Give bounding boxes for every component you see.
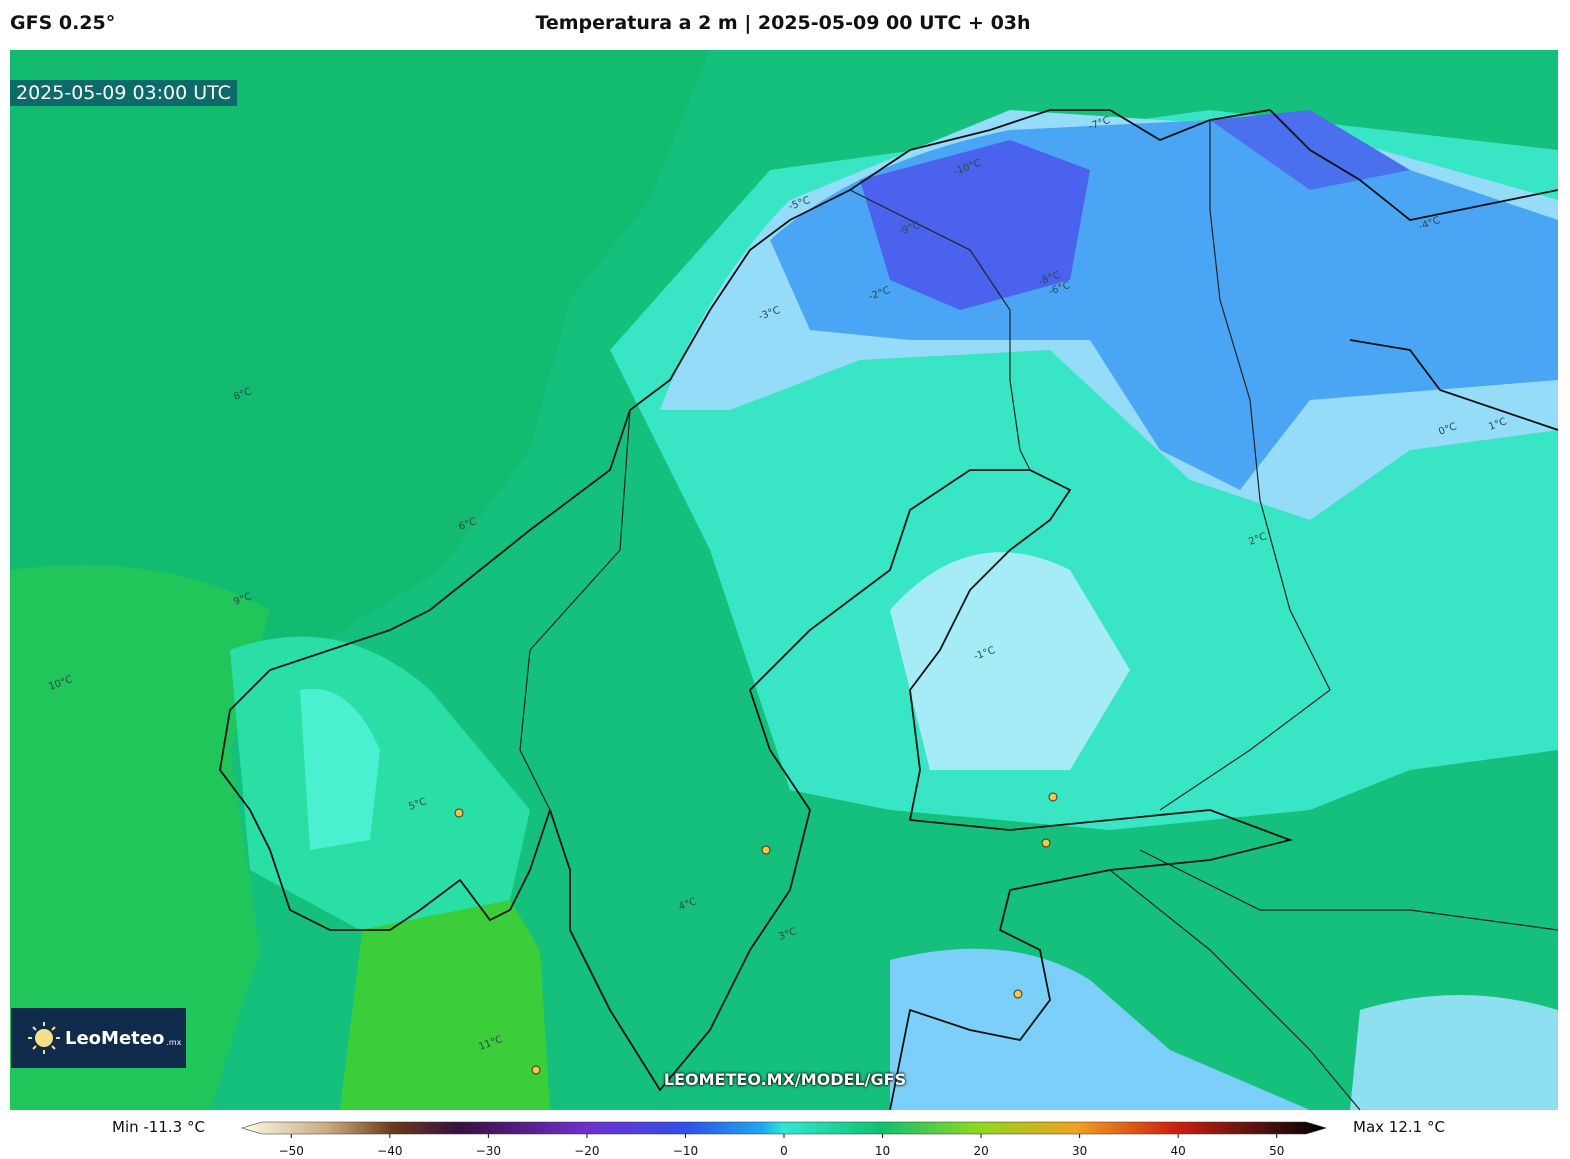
colorbar-bar — [240, 1121, 1328, 1135]
colorbar-tick-label: −30 — [476, 1144, 501, 1158]
colorbar-tick-label: 10 — [875, 1144, 890, 1158]
logo: LeoMeteo .mx — [11, 1008, 186, 1068]
field-peak — [300, 688, 380, 850]
colorbar-tick-label: −50 — [279, 1144, 304, 1158]
field-sea — [10, 50, 710, 750]
field-warm — [10, 565, 270, 1110]
colorbar-tick-label: −20 — [574, 1144, 599, 1158]
field-se-cool — [1350, 995, 1558, 1110]
min-label: Min -11.3 °C — [112, 1118, 205, 1136]
logo-suffix: .mx — [166, 1037, 182, 1047]
valid-time: 2025-05-09 03:00 UTC — [10, 80, 237, 106]
field-cold-lake — [890, 552, 1130, 770]
coastline — [219, 109, 1558, 1110]
colorbar-tick-label: 50 — [1269, 1144, 1284, 1158]
model-name: GFS 0.25° — [10, 12, 116, 34]
max-label: Max 12.1 °C — [1353, 1118, 1445, 1136]
colorbar-tick-label: 20 — [973, 1144, 988, 1158]
colorbar-tick-label: 0 — [780, 1144, 788, 1158]
colorbar-tick-label: −40 — [377, 1144, 402, 1158]
temperature-map: -10°C-9°C-8°C-7°C-6°C-5°C-4°C-3°C-2°C-1°… — [10, 50, 1558, 1110]
colorbar-tick-label: 40 — [1171, 1144, 1186, 1158]
colorbar: −50 −40 −30 −20 −10 0 10 20 30 40 50 — [240, 1121, 1328, 1158]
cities — [454, 792, 1058, 1075]
colorbar-tick-label: 30 — [1072, 1144, 1087, 1158]
watermark: LEOMETEO.MX/MODEL/GFS — [663, 1070, 907, 1089]
field-coldest — [860, 140, 1090, 310]
field-baltics-cold — [890, 948, 1310, 1110]
logo-name: LeoMeteo — [65, 1027, 165, 1049]
borders — [519, 120, 1558, 1110]
logo-sun — [28, 1022, 60, 1054]
colorbar-tick-label: −10 — [673, 1144, 698, 1158]
map-title: Temperatura a 2 m | 2025-05-09 00 UTC + … — [535, 12, 1031, 34]
